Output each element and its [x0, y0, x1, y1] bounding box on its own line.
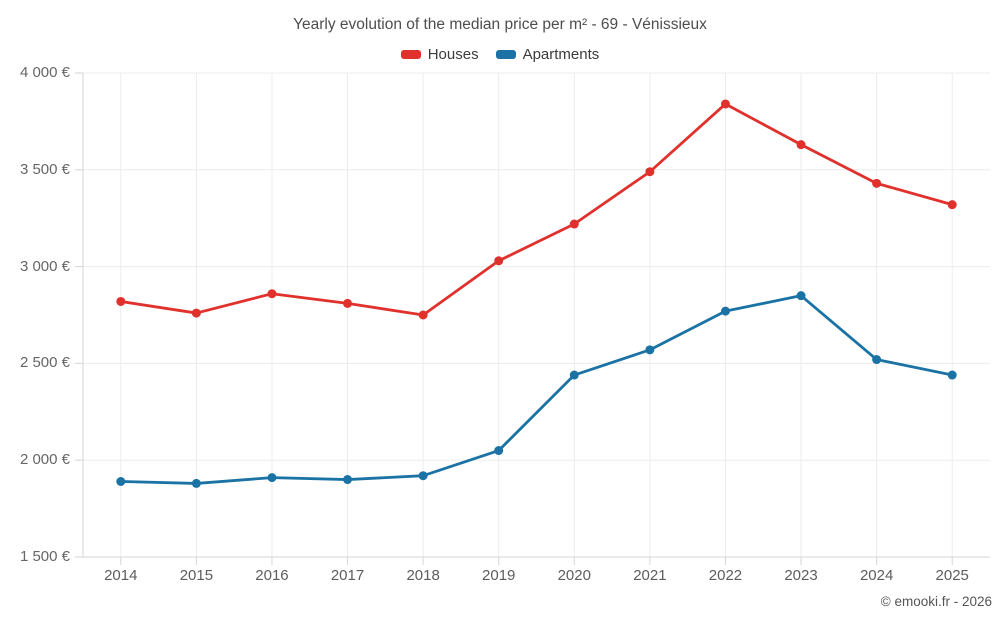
chart-legend: Houses Apartments: [0, 46, 1000, 63]
houses-data-point[interactable]: [418, 310, 428, 320]
houses-data-point[interactable]: [569, 219, 579, 229]
apartments-data-point[interactable]: [796, 291, 806, 301]
houses-series-swatch-icon: [400, 50, 421, 59]
apartments-data-point[interactable]: [872, 355, 882, 365]
x-axis-tick-label: 2016: [255, 567, 289, 584]
houses-data-point[interactable]: [267, 289, 277, 299]
x-axis-tick-label: 2019: [482, 567, 516, 584]
y-axis-tick-label: 2 500 €: [19, 354, 70, 372]
apartments-data-point[interactable]: [191, 478, 201, 488]
apartments-data-point[interactable]: [947, 370, 957, 380]
x-axis-tick-label: 2024: [859, 567, 894, 584]
apartments-data-point[interactable]: [418, 471, 428, 481]
x-axis-tick-label: 2017: [330, 567, 365, 584]
apartments-series-swatch-icon: [495, 50, 516, 59]
apartments-data-point[interactable]: [720, 306, 730, 316]
x-axis-tick-label: 2022: [708, 567, 743, 584]
legend-item-houses[interactable]: Houses: [400, 46, 479, 63]
houses-data-point[interactable]: [343, 298, 353, 308]
houses-data-point[interactable]: [116, 296, 126, 306]
apartments-data-point[interactable]: [343, 475, 353, 485]
x-axis-tick-label: 2015: [179, 567, 214, 584]
apartments-data-point[interactable]: [569, 370, 579, 380]
apartments-series-line: [119, 294, 954, 485]
y-axis-tick-label: 3 500 €: [19, 160, 70, 178]
houses-data-point[interactable]: [947, 200, 957, 210]
x-axis-tick-label: 2018: [406, 567, 440, 584]
apartments-data-point[interactable]: [494, 446, 504, 456]
apartments-data-point[interactable]: [645, 345, 655, 355]
x-axis-tick-label: 2023: [784, 567, 818, 584]
chart-title: Yearly evolution of the median price per…: [293, 16, 707, 33]
apartments-data-point[interactable]: [116, 476, 126, 486]
x-axis-tick-label: 2020: [557, 567, 591, 584]
y-axis-tick-label: 2 000 €: [19, 451, 70, 469]
apartments-data-point[interactable]: [267, 473, 277, 483]
x-axis-tick-label: 2025: [935, 567, 969, 584]
houses-data-point[interactable]: [191, 308, 201, 318]
y-axis-tick-label: 3 000 €: [19, 257, 70, 275]
x-axis-tick-label: 2021: [633, 567, 667, 584]
apartments-legend-label: Apartments: [522, 46, 600, 63]
x-axis-tick-label: 2014: [104, 567, 138, 584]
y-axis-tick-label: 1 500 €: [19, 548, 70, 565]
houses-data-point[interactable]: [796, 140, 806, 150]
houses-legend-label: Houses: [427, 46, 479, 63]
houses-data-point[interactable]: [872, 178, 882, 188]
houses-data-point[interactable]: [494, 256, 504, 266]
legend-item-apartments[interactable]: Apartments: [495, 46, 600, 63]
y-axis-tick-label: 4 000 €: [19, 64, 70, 81]
houses-data-point[interactable]: [720, 99, 730, 109]
copyright-credit: © emooki.fr - 2026: [880, 594, 992, 609]
houses-data-point[interactable]: [645, 167, 655, 177]
houses-series-line: [119, 102, 954, 317]
